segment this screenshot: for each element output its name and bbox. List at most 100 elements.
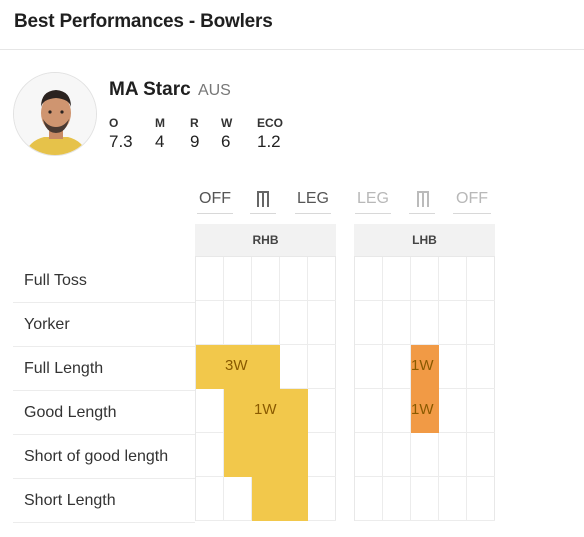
rhb-pitch-grid (195, 256, 336, 521)
player-photo-icon (14, 73, 96, 155)
rhb-zone-cell[interactable] (196, 477, 224, 521)
rhb-off-label: OFF (199, 190, 231, 207)
stat-value: 6 (221, 132, 231, 151)
player-avatar (13, 72, 97, 156)
rhb-zone-cell[interactable] (308, 433, 336, 477)
rhb-zone-cell[interactable] (252, 345, 280, 389)
lhb-zone-cell[interactable] (355, 389, 383, 433)
lhb-header: LHB (354, 224, 495, 256)
rhb-zone-cell[interactable] (252, 389, 280, 433)
lhb-zone-cell[interactable] (439, 477, 467, 521)
rhb-zone-cell[interactable] (308, 345, 336, 389)
rhb-zone-cell[interactable] (224, 433, 252, 477)
rhb-zone-cell[interactable] (280, 477, 308, 521)
rhb-zone-cell[interactable] (196, 389, 224, 433)
rhb-full-length-wickets: 3W (225, 357, 248, 374)
lhb-zone-cell[interactable] (411, 433, 439, 477)
rhb-zone-cell[interactable] (280, 433, 308, 477)
rhb-zone-cell[interactable] (252, 301, 280, 345)
stat-value: 7.3 (109, 132, 133, 151)
lhb-zone-cell[interactable] (467, 389, 495, 433)
lhb-zone-cell[interactable] (383, 301, 411, 345)
lhb-zone-cell[interactable] (355, 477, 383, 521)
lhb-zone-cell[interactable] (467, 257, 495, 301)
rhb-zone-cell[interactable] (224, 301, 252, 345)
lhb-zone-cell[interactable] (355, 257, 383, 301)
stumps-icon (417, 191, 429, 207)
rhb-header: RHB (195, 224, 336, 256)
rhb-zone-cell[interactable] (280, 257, 308, 301)
lhb-zone-cell[interactable] (383, 389, 411, 433)
rhb-zone-cell[interactable] (308, 257, 336, 301)
rhb-zone-cell[interactable] (224, 257, 252, 301)
row-label-yorker: Yorker (13, 303, 195, 347)
rhb-zone-cell[interactable] (196, 345, 224, 389)
lhb-zone-cell[interactable] (411, 301, 439, 345)
lhb-zone-cell[interactable] (439, 345, 467, 389)
lhb-zone-cell[interactable] (383, 433, 411, 477)
rhb-zone-cell[interactable] (196, 257, 224, 301)
stat-label: O (109, 116, 119, 130)
rhb-zone-cell[interactable] (308, 477, 336, 521)
player-name[interactable]: MA Starc AUS (109, 79, 231, 101)
lhb-zone-cell[interactable] (411, 477, 439, 521)
stat-overs: O 7.3 (109, 116, 133, 152)
lhb-zone-cell[interactable] (439, 433, 467, 477)
stat-label: W (221, 116, 233, 130)
rhb-leg-label: LEG (296, 190, 329, 207)
rhb-zone-cell[interactable] (252, 257, 280, 301)
rhb-zone-cell[interactable] (224, 477, 252, 521)
divider (453, 213, 491, 214)
row-label-full-toss: Full Toss (13, 259, 195, 303)
stat-label: ECO (257, 116, 284, 130)
stat-label: M (155, 116, 165, 130)
rhb-zone-cell[interactable] (252, 477, 280, 521)
lhb-zone-cell[interactable] (439, 257, 467, 301)
rhb-zone-cell[interactable] (196, 433, 224, 477)
panel-title: Best Performances - Bowlers (14, 11, 273, 32)
lhb-zone-cell[interactable] (467, 477, 495, 521)
lhb-zone-cell[interactable] (411, 257, 439, 301)
rhb-zone-cell[interactable] (196, 301, 224, 345)
lhb-zone-cell[interactable] (467, 433, 495, 477)
divider (250, 213, 276, 214)
divider (295, 213, 331, 214)
lhb-zone-cell[interactable] (411, 345, 439, 389)
stat-maidens: M 4 (155, 116, 165, 152)
lhb-zone-cell[interactable] (467, 301, 495, 345)
lhb-off-label: OFF (456, 190, 488, 207)
stat-value: 1.2 (257, 132, 281, 151)
stat-label: R (190, 116, 199, 130)
lhb-zone-cell[interactable] (467, 345, 495, 389)
rhb-zone-cell[interactable] (224, 345, 252, 389)
stat-runs: R 9 (190, 116, 199, 152)
lhb-zone-cell[interactable] (439, 389, 467, 433)
rhb-zone-cell[interactable] (280, 301, 308, 345)
player-country: AUS (197, 82, 231, 99)
player-name-text[interactable]: MA Starc (109, 79, 191, 100)
lhb-leg-label: LEG (356, 190, 389, 207)
lhb-zone-cell[interactable] (439, 301, 467, 345)
lhb-good-length-wickets: 1W (411, 401, 434, 418)
row-label-short-of-good-length: Short of good length (13, 435, 195, 479)
lhb-pitch-grid (354, 256, 495, 521)
lhb-zone-cell[interactable] (411, 389, 439, 433)
rhb-zone-cell[interactable] (308, 389, 336, 433)
lhb-zone-cell[interactable] (383, 257, 411, 301)
rhb-zone-cell[interactable] (252, 433, 280, 477)
divider (409, 213, 435, 214)
rhb-zone-cell[interactable] (224, 389, 252, 433)
lhb-zone-cell[interactable] (355, 345, 383, 389)
rhb-zone-cell[interactable] (280, 389, 308, 433)
panel-header: Best Performances - Bowlers (0, 0, 584, 50)
lhb-zone-cell[interactable] (355, 301, 383, 345)
stat-value: 9 (190, 132, 200, 151)
row-label-full-length: Full Length (13, 347, 195, 391)
rhb-zone-cell[interactable] (308, 301, 336, 345)
lhb-zone-cell[interactable] (355, 433, 383, 477)
lhb-zone-cell[interactable] (383, 345, 411, 389)
rhb-zone-cell[interactable] (280, 345, 308, 389)
divider (355, 213, 391, 214)
row-label-short-length: Short Length (13, 479, 195, 523)
lhb-zone-cell[interactable] (383, 477, 411, 521)
